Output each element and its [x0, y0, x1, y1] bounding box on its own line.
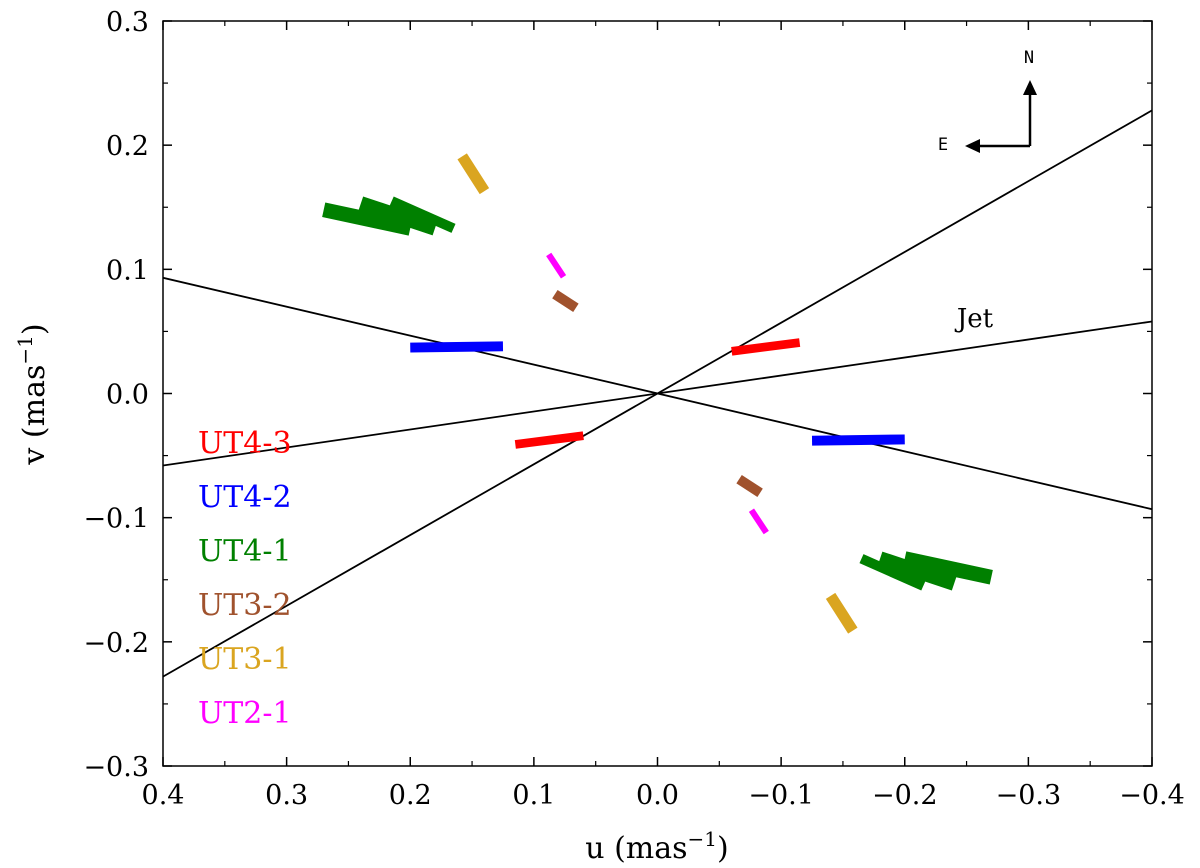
x-tick-label: 0.2 [389, 780, 432, 811]
y-tick-label: 0.2 [106, 131, 149, 162]
y-axis-title-sup: −1 [13, 335, 37, 364]
uv-track-ut3-1-2 [825, 592, 858, 634]
x-tick-label: −0.1 [748, 780, 814, 811]
uv-track-ut4-1-5 [877, 551, 957, 591]
compass-north-label: N [1024, 48, 1034, 68]
x-tick-label: 0.0 [636, 780, 679, 811]
axis-ticks: 0.4 0.3 0.2 0.1 0.0 −0.1 −0.2 −0.3 −0.4 0.3 0.2 0.1… [83, 7, 1184, 811]
uv-track-ut4-1-3 [389, 196, 456, 233]
y-tick-label: 0.1 [106, 255, 149, 286]
uv-track-ut4-1-2 [358, 196, 438, 236]
legend-entry-ut4-1: UT4-1 [198, 534, 292, 569]
legend-entry-ut3-1: UT3-1 [198, 642, 292, 677]
uv-track-ut4-2-2 [811, 434, 905, 446]
y-tick-label: 0.0 [106, 380, 149, 411]
y-axis-title-close: ) [17, 323, 52, 335]
uv-track-ut4-1-4 [903, 551, 993, 585]
uv-track-ut2-1-1 [546, 252, 567, 279]
y-axis-title-main: v (mas [17, 365, 52, 466]
x-tick-label: 0.4 [142, 780, 185, 811]
y-axis-title: v (mas−1) [13, 323, 52, 465]
uv-track-ut3-2-1 [552, 290, 579, 312]
plot-marks [163, 109, 1152, 678]
uv-track-ut4-2-1 [410, 341, 504, 353]
uv-track-ut3-2-2 [736, 475, 763, 497]
uv-track-ut4-1-6 [859, 554, 926, 591]
uv-track-ut4-3-2 [514, 431, 584, 449]
y-tick-label: 0.3 [106, 7, 149, 38]
legend-entry-ut3-2: UT3-2 [198, 588, 292, 623]
x-axis-title-close: ) [717, 831, 729, 866]
y-tick-label: −0.3 [83, 752, 149, 783]
x-axis-title-sup: −1 [688, 827, 717, 851]
x-tick-label: −0.4 [1119, 780, 1185, 811]
uv-track-ut3-1-1 [457, 153, 490, 195]
y-tick-label: −0.1 [83, 504, 149, 535]
y-tick-label: −0.2 [83, 628, 149, 659]
uv-track-ut4-3-1 [731, 338, 801, 356]
x-axis-title-main: u (mas [585, 831, 687, 866]
legend-entry-ut4-3: UT4-3 [198, 426, 292, 461]
legend: UT4-3 UT4-2 UT4-1 UT3-2 UT3-1 UT2-1 [198, 426, 292, 731]
compass-north-arrowhead [1023, 80, 1037, 95]
uv-track-ut4-1-1 [322, 202, 412, 236]
compass-east-label: E [938, 135, 948, 155]
uv-track-ut2-1-2 [748, 508, 769, 535]
x-tick-label: −0.3 [996, 780, 1062, 811]
perpendicular-line [163, 276, 1152, 511]
compass: N E [938, 48, 1037, 155]
x-axis-title: u (mas−1) [585, 827, 729, 866]
compass-east-arrowhead [965, 139, 980, 153]
x-tick-label: 0.1 [512, 780, 555, 811]
legend-entry-ut4-2: UT4-2 [198, 480, 292, 515]
jet-label: Jet [954, 304, 994, 334]
x-tick-label: −0.2 [872, 780, 938, 811]
x-tick-label: 0.3 [265, 780, 308, 811]
legend-entry-ut2-1: UT2-1 [198, 696, 292, 731]
